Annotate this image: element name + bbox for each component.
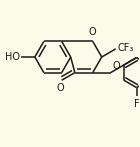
Text: O: O: [113, 61, 120, 71]
Text: O: O: [57, 83, 65, 93]
Text: O: O: [89, 27, 97, 37]
Text: HO: HO: [5, 52, 20, 62]
Text: CF₃: CF₃: [118, 43, 134, 53]
Text: F: F: [134, 99, 139, 109]
